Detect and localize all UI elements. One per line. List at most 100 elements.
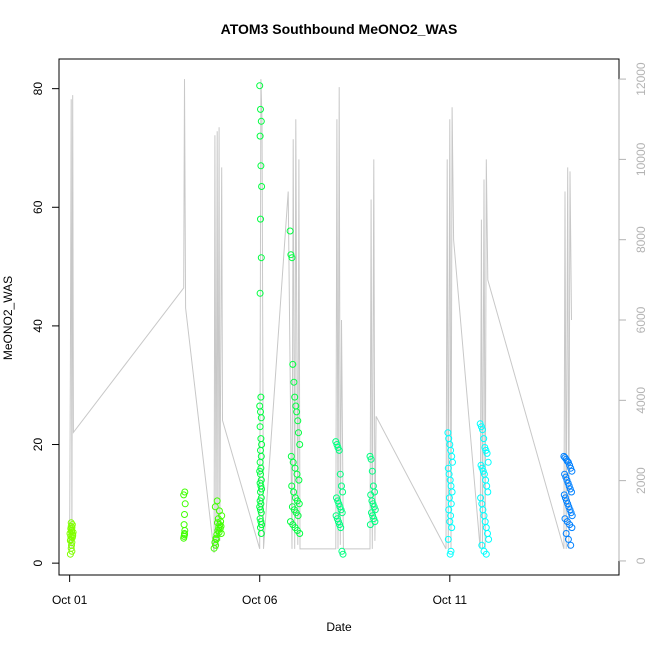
data-point <box>448 488 456 496</box>
data-point <box>296 530 304 537</box>
data-point <box>214 515 222 523</box>
data-point <box>480 435 488 443</box>
data-point <box>367 455 375 463</box>
data-point <box>366 521 374 529</box>
data-point <box>257 117 265 125</box>
data-point <box>484 458 492 466</box>
data-point <box>181 511 188 518</box>
data-point <box>368 509 375 517</box>
data-point <box>256 467 264 475</box>
data-point <box>562 473 570 481</box>
data-point <box>564 500 572 508</box>
y2-tick-label: 2000 <box>634 467 648 494</box>
data-point <box>478 541 486 549</box>
data-point <box>449 458 456 466</box>
chart-title: ATOM3 Southbound MeONO2_WAS <box>221 21 458 37</box>
data-point <box>448 524 456 532</box>
data-point <box>484 488 492 496</box>
data-point <box>257 393 265 401</box>
y-tick-label: 0 <box>31 559 45 566</box>
x-tick-label: Oct 01 <box>52 593 88 607</box>
x-axis-label: Date <box>326 620 352 634</box>
data-point <box>286 227 294 235</box>
y-tick-label: 20 <box>31 438 45 452</box>
y2-tick-label: 6000 <box>634 306 648 333</box>
data-point <box>296 441 304 448</box>
data-point <box>447 547 455 555</box>
data-point <box>257 506 264 514</box>
data-point <box>67 522 75 530</box>
data-point <box>563 457 571 465</box>
data-point <box>339 488 347 496</box>
data-point <box>181 488 189 496</box>
y-axis: 0 20 40 60 80 <box>31 82 60 566</box>
x-tick-label: Oct 11 <box>433 593 468 607</box>
y-tick-label: 60 <box>31 200 45 214</box>
y-tick-label: 80 <box>31 82 45 96</box>
data-point <box>180 532 188 540</box>
data-point <box>68 528 75 536</box>
data-point <box>258 183 266 190</box>
data-point <box>181 530 188 537</box>
data-point <box>212 541 220 549</box>
data-point <box>483 449 491 457</box>
data-point <box>216 525 224 533</box>
data-point <box>257 215 264 223</box>
data-point <box>217 530 225 537</box>
data-point <box>447 500 455 508</box>
data-point <box>444 535 452 543</box>
data-point <box>333 441 341 448</box>
altitude-trace-line <box>69 79 572 553</box>
data-point <box>477 423 485 431</box>
y-axis-label: MeONO2_WAS <box>1 276 15 360</box>
points-layer <box>66 82 576 558</box>
data-point <box>560 491 568 499</box>
data-point <box>446 550 454 558</box>
data-point <box>295 429 302 437</box>
data-point <box>66 537 74 545</box>
data-point <box>68 524 76 532</box>
data-point <box>485 535 493 543</box>
y2-tick-label: 0 <box>634 557 648 564</box>
data-point <box>215 507 223 515</box>
data-point <box>568 512 576 520</box>
data-point <box>256 423 264 431</box>
data-point <box>290 378 298 386</box>
altitude-trace-layer <box>69 79 572 553</box>
data-point <box>180 521 188 529</box>
data-point <box>562 530 570 537</box>
data-point <box>68 521 76 529</box>
data-point <box>295 500 303 508</box>
data-point <box>294 512 302 520</box>
data-point <box>565 482 573 490</box>
data-point <box>291 393 299 401</box>
data-point <box>213 531 221 539</box>
data-point <box>568 488 575 496</box>
data-point <box>564 535 572 543</box>
data-point <box>568 524 576 532</box>
data-point <box>338 509 346 517</box>
data-point <box>257 105 264 113</box>
data-point <box>338 482 345 490</box>
data-point <box>336 503 344 511</box>
data-point <box>257 446 264 454</box>
y-tick-label: 40 <box>31 319 45 333</box>
data-point <box>368 467 376 475</box>
data-point <box>288 254 296 262</box>
data-point <box>257 254 265 262</box>
y2-tick-label: 8000 <box>634 226 648 253</box>
data-point <box>335 446 343 454</box>
data-point <box>256 289 264 297</box>
data-point <box>567 541 575 549</box>
data-point <box>567 509 575 517</box>
data-point <box>288 482 296 490</box>
data-point <box>479 467 487 475</box>
data-point <box>68 547 76 555</box>
data-point <box>293 408 301 416</box>
y2-tick-label: 10000 <box>634 142 648 176</box>
x-tick-label: Oct 06 <box>242 593 278 607</box>
data-point <box>181 500 189 508</box>
data-point <box>257 530 265 537</box>
data-point <box>257 414 265 422</box>
